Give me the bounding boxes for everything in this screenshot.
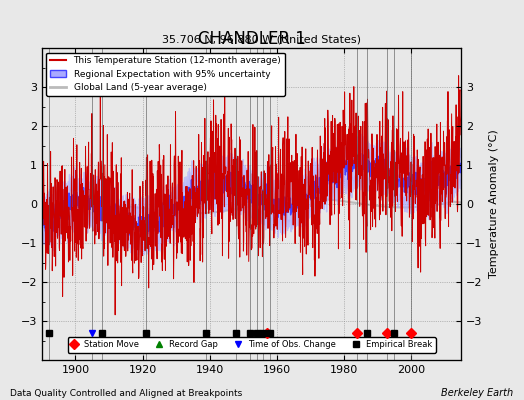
Text: Data Quality Controlled and Aligned at Breakpoints: Data Quality Controlled and Aligned at B…: [10, 389, 243, 398]
Text: 35.706 N, 96.880 W (United States): 35.706 N, 96.880 W (United States): [162, 34, 362, 44]
Legend: Station Move, Record Gap, Time of Obs. Change, Empirical Break: Station Move, Record Gap, Time of Obs. C…: [68, 337, 435, 353]
Y-axis label: Temperature Anomaly (°C): Temperature Anomaly (°C): [489, 130, 499, 278]
Title: CHANDLER 1: CHANDLER 1: [198, 30, 305, 48]
Text: Berkeley Earth: Berkeley Earth: [441, 388, 514, 398]
